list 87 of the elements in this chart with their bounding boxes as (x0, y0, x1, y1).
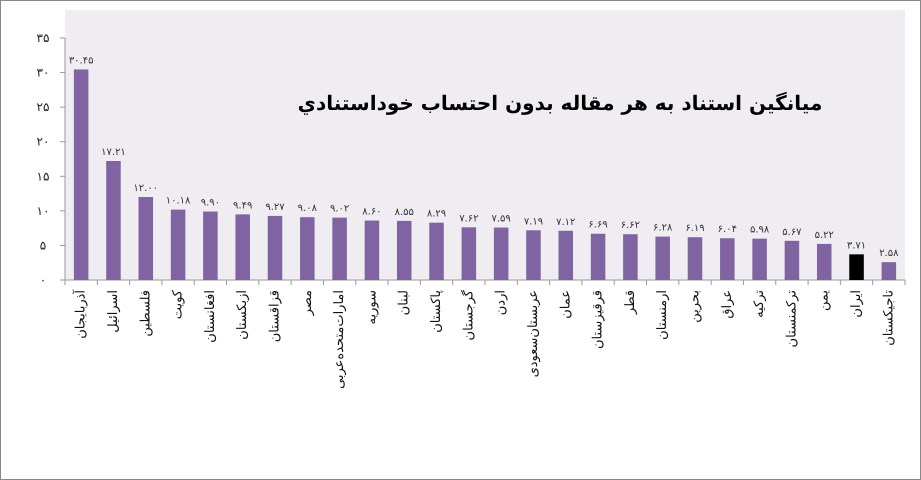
bar (268, 216, 282, 280)
bar (752, 238, 767, 280)
bar (396, 220, 412, 280)
y-tick-label: ۵ (40, 238, 46, 252)
bar (429, 222, 444, 280)
x-tick-label: ترکیه (752, 290, 768, 318)
bar (462, 227, 476, 280)
data-label: ۸.۶۰ (362, 206, 382, 218)
data-label: ۱۲.۰۰ (133, 183, 158, 194)
data-label: ۹.۴۹ (233, 200, 252, 212)
x-tick-label: ایران (849, 290, 864, 318)
x-tick-label: یمن (816, 290, 832, 312)
data-label: ۱۷.۲۱ (101, 147, 126, 158)
bar (882, 262, 896, 280)
bar (526, 230, 541, 280)
x-tick-label: افغانستان (202, 290, 218, 343)
y-tick-label: ۲۵ (36, 100, 50, 114)
x-tick-label: ازبکستان (235, 290, 250, 340)
x-tick-label: اسرائیل (106, 290, 121, 333)
y-tick-label: ۳۰ (36, 66, 50, 80)
data-label: ۷.۱۲ (556, 216, 576, 228)
bar (74, 69, 88, 280)
data-label: ۱۰.۱۸ (166, 196, 192, 207)
bar (849, 254, 864, 280)
bar (623, 234, 638, 280)
bar (816, 244, 832, 280)
bar (784, 240, 800, 280)
bar (688, 237, 702, 280)
data-label: ۲.۵۸ (879, 248, 900, 260)
x-tick-label: سوریه (364, 290, 380, 324)
x-tick-label: ترکمنستان (784, 290, 800, 348)
bar (138, 197, 154, 280)
data-label: ۳۰.۴۵ (68, 55, 94, 66)
data-label: ۶.۲۸ (653, 222, 673, 234)
x-tick-label: پاکستان (429, 290, 444, 333)
data-label: ۹.۹۰ (200, 198, 220, 209)
y-tick-label: ۳۵ (36, 31, 50, 45)
data-label: ۷.۶۲ (459, 213, 478, 224)
text: میانگین استناد به هر مقاله بدون احتساب خوداستنادي (298, 91, 822, 115)
y-tick-label: ۱۵ (36, 169, 50, 184)
bar (170, 210, 186, 280)
x-tick-label: بحرین (688, 290, 702, 323)
x-tick-label: عراق (720, 290, 735, 319)
data-label: ۷.۵۹ (492, 214, 511, 225)
bar (558, 230, 574, 280)
bar (106, 161, 121, 280)
bar (235, 214, 250, 280)
y-tick-label: ۰ (40, 273, 46, 287)
x-tick-label: عمان (558, 290, 574, 319)
data-label: ۹.۰۸ (298, 203, 318, 214)
x-tick-label: قرقیزستان (590, 290, 606, 350)
x-tick-label: فلسطین (138, 290, 154, 337)
x-tick-label: کویت (170, 289, 186, 320)
data-label: ۹.۲۷ (265, 202, 286, 213)
x-tick-label: قزاقستان (268, 290, 282, 342)
bar (494, 228, 508, 280)
x-tick-label: آذربایجان (72, 288, 89, 339)
x-tick-label: مصر (300, 290, 315, 316)
data-label: ۳.۷۱ (846, 240, 866, 252)
data-label: ۶.۱۹ (685, 223, 705, 234)
bar (590, 234, 606, 280)
x-tick-label: اردن (494, 290, 509, 316)
data-label: ۹.۰۲ (330, 204, 350, 215)
bar (655, 236, 670, 280)
x-tick-label: گرجستان (460, 289, 476, 340)
data-label: ۶.۶۲ (620, 220, 640, 232)
bar (300, 217, 315, 280)
bar (720, 238, 735, 280)
x-tick-label: لبنان (396, 290, 412, 316)
data-label: ۶.۶۹ (588, 220, 608, 231)
y-tick-label: ۲۰ (36, 134, 50, 149)
x-tick-label: عربستان‌سعودی (526, 290, 541, 378)
data-label: ۷.۱۹ (524, 216, 544, 228)
data-label: ۸.۵۵ (394, 206, 414, 218)
x-tick-label: تاجیکستان (881, 290, 896, 346)
bar (332, 218, 347, 280)
data-label: ۵.۹۸ (750, 224, 770, 236)
x-tick-label: امارات‌متحده‌عربی (332, 290, 348, 389)
y-tick-label: ۱۰ (36, 204, 50, 218)
data-label: ۸.۲۹ (426, 208, 446, 220)
data-label: ۵.۲۲ (814, 230, 834, 241)
x-tick-label: ارمنستان (655, 290, 670, 340)
bar (364, 220, 380, 280)
x-tick-label: قطر (622, 290, 638, 316)
data-label: ۶.۰۴ (718, 224, 737, 236)
data-label: ۵.۶۷ (782, 226, 802, 238)
bar (203, 212, 218, 280)
